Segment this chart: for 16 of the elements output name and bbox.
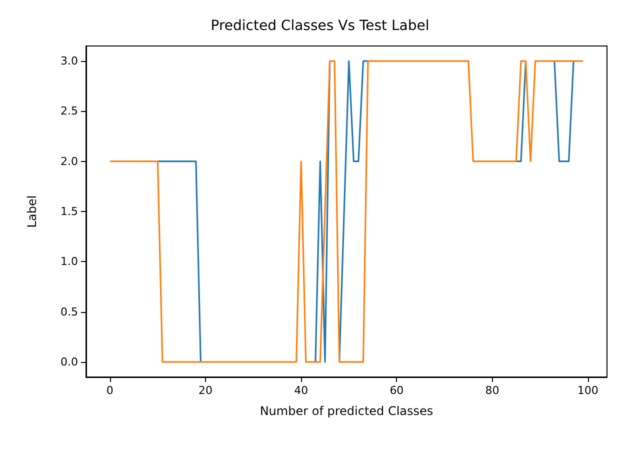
y-tick-label: 1.5 (60, 205, 78, 218)
y-tick-label: 1.0 (60, 255, 78, 268)
x-tick-label: 100 (577, 384, 598, 397)
x-tick-label: 80 (485, 384, 500, 397)
x-tick-label: 20 (198, 384, 212, 397)
y-tick-label: 0.0 (60, 355, 78, 368)
y-tick-label: 3.0 (60, 54, 78, 68)
y-axis-title: Label (25, 195, 39, 228)
y-tick-label: 2.5 (60, 104, 78, 118)
x-axis-title: Number of predicted Classes (260, 404, 434, 418)
y-tick-label: 0.5 (60, 305, 78, 318)
x-tick-label: 40 (294, 384, 308, 397)
x-tick-label: 0 (106, 384, 114, 397)
y-tick-label: 2.0 (60, 154, 78, 168)
x-tick-label: 60 (390, 384, 404, 397)
chart-title: Predicted Classes Vs Test Label (210, 18, 430, 34)
